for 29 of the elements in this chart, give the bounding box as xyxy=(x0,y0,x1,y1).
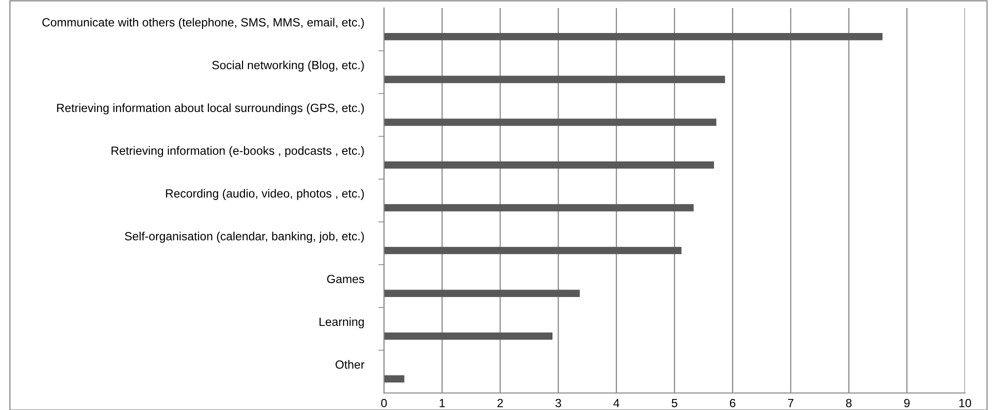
y-tick-label: Games xyxy=(327,274,364,284)
y-tick-label: Communicate with others (telephone, SMS, MMS, email, etc.) xyxy=(42,18,364,29)
bar xyxy=(384,33,882,40)
x-tick-label: 10 xyxy=(959,398,972,408)
x-tick-label: 8 xyxy=(846,398,852,408)
y-tick-label: Retrieving information about local surroundings (GPS, etc.) xyxy=(57,103,364,114)
y-tick-label: Learning xyxy=(320,317,364,328)
bar xyxy=(384,161,714,169)
bar xyxy=(384,290,580,297)
x-tick-label: 9 xyxy=(904,398,910,408)
x-tick-label: 3 xyxy=(555,398,562,408)
x-tick-label: 4 xyxy=(613,398,620,408)
bar xyxy=(384,118,716,126)
x-tick-label: 1 xyxy=(440,398,445,408)
y-tick-label: Recording (audio, video, photos , etc.) xyxy=(166,188,364,200)
x-tick-label: 5 xyxy=(672,398,678,408)
y-tick-label: Retrieving information (e-books , podcasts , etc.) xyxy=(112,146,364,158)
y-tick-label: Social networking (Blog, etc.) xyxy=(212,60,364,72)
x-tick-label: 0 xyxy=(381,398,387,408)
x-tick-label: 2 xyxy=(498,398,503,408)
x-tick-label: 7 xyxy=(788,398,794,408)
bar xyxy=(384,246,682,254)
y-tick-label: Other xyxy=(336,360,364,369)
bar xyxy=(384,332,552,340)
bar xyxy=(384,375,404,383)
y-tick-label: Self-organisation (calendar, banking, job, etc.) xyxy=(124,232,364,243)
bar xyxy=(384,76,726,84)
bar xyxy=(384,204,694,212)
x-tick-label: 6 xyxy=(730,398,736,408)
